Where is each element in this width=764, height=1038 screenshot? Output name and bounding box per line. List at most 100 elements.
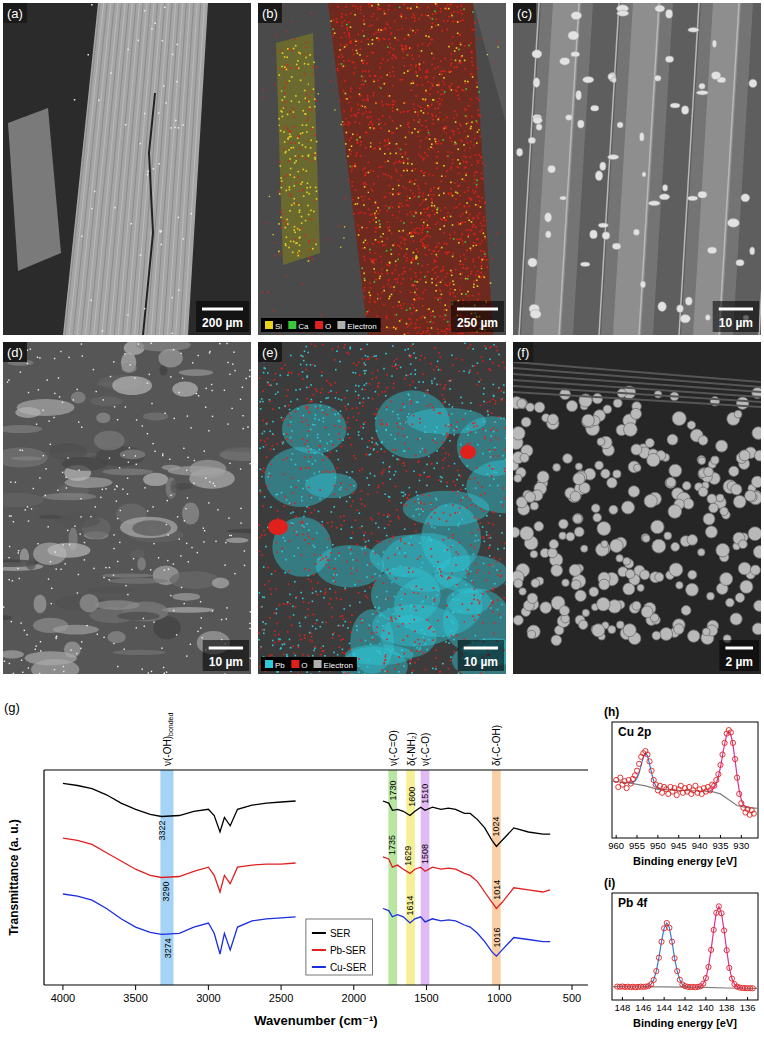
eds-dot bbox=[304, 90, 306, 92]
eds-dot bbox=[439, 302, 440, 303]
eds-dot bbox=[460, 238, 462, 240]
eds-dot bbox=[415, 299, 417, 301]
eds-dot bbox=[333, 19, 335, 21]
eds-dot bbox=[280, 211, 282, 213]
eds-dot bbox=[375, 217, 377, 219]
eds-dot bbox=[434, 267, 436, 269]
eds-dot bbox=[357, 141, 359, 143]
eds-dot bbox=[479, 20, 480, 21]
scale-patch bbox=[451, 301, 504, 332]
eds-dot bbox=[372, 261, 374, 263]
eds-dot bbox=[393, 327, 395, 329]
eds-dot bbox=[410, 211, 412, 213]
eds-dot bbox=[425, 254, 427, 256]
eds-dot bbox=[448, 46, 450, 48]
eds-dot bbox=[410, 189, 412, 191]
eds-dot bbox=[369, 6, 370, 7]
eds-dot bbox=[420, 146, 422, 148]
eds-dot bbox=[343, 60, 345, 62]
eds-dot bbox=[383, 304, 385, 306]
eds-dot bbox=[420, 212, 422, 214]
eds-dot bbox=[312, 74, 313, 75]
eds-dot bbox=[468, 235, 470, 237]
eds-dot bbox=[464, 167, 466, 169]
eds-dot bbox=[377, 315, 379, 317]
eds-dot bbox=[457, 192, 459, 194]
eds-dot bbox=[384, 145, 386, 147]
eds-dot bbox=[154, 23, 156, 25]
eds-dot bbox=[471, 73, 473, 75]
eds-dot bbox=[380, 236, 382, 238]
eds-dot bbox=[428, 195, 429, 196]
eds-dot bbox=[445, 126, 447, 128]
eds-dot bbox=[364, 259, 366, 261]
eds-dot bbox=[450, 188, 452, 190]
eds-dot bbox=[438, 242, 440, 244]
eds-dot bbox=[431, 198, 433, 200]
eds-dot bbox=[473, 217, 475, 219]
eds-dot bbox=[369, 221, 371, 223]
eds-dot bbox=[434, 272, 436, 274]
eds-dot bbox=[436, 246, 438, 248]
eds-dot bbox=[431, 83, 433, 85]
eds-dot bbox=[451, 15, 453, 17]
eds-dot bbox=[299, 245, 301, 247]
eds-dot bbox=[404, 72, 406, 74]
eds-dot bbox=[291, 142, 293, 144]
eds-dot bbox=[427, 45, 429, 47]
eds-dot bbox=[382, 59, 384, 61]
eds-dot bbox=[292, 21, 293, 22]
eds-dot bbox=[431, 104, 433, 106]
eds-dot bbox=[282, 116, 284, 118]
eds-dot bbox=[392, 273, 394, 275]
eds-dot bbox=[435, 247, 437, 249]
eds-dot bbox=[370, 295, 372, 297]
eds-dot bbox=[379, 210, 381, 212]
eds-dot bbox=[399, 79, 401, 81]
eds-dot bbox=[377, 18, 379, 20]
eds-dot bbox=[303, 195, 305, 197]
eds-dot bbox=[479, 136, 481, 138]
eds-dot bbox=[398, 254, 400, 256]
eds-dot bbox=[495, 243, 496, 244]
eds-dot bbox=[294, 226, 296, 228]
eds-dot bbox=[308, 240, 309, 241]
eds-dot bbox=[443, 77, 445, 79]
eds-dot bbox=[465, 241, 467, 243]
eds-dot bbox=[415, 323, 417, 325]
eds-dot bbox=[392, 85, 394, 87]
eds-dot bbox=[369, 214, 371, 216]
eds-dot bbox=[360, 13, 361, 14]
eds-dot bbox=[381, 101, 383, 103]
eds-dot bbox=[305, 113, 307, 115]
eds-dot bbox=[402, 205, 404, 207]
eds-dot bbox=[349, 122, 351, 124]
eds-dot bbox=[295, 39, 297, 41]
eds-dot bbox=[401, 248, 403, 250]
eds-dot bbox=[381, 122, 382, 123]
eds-dot bbox=[127, 49, 128, 51]
eds-dot bbox=[309, 106, 311, 108]
eds-dot bbox=[363, 99, 365, 101]
eds-dot bbox=[373, 148, 375, 150]
eds-dot bbox=[411, 163, 413, 165]
eds-dot bbox=[473, 144, 475, 146]
eds-dot bbox=[138, 40, 140, 42]
eds-dot bbox=[412, 231, 414, 233]
eds-dot bbox=[405, 271, 407, 273]
eds-dot bbox=[431, 113, 433, 115]
eds-dot bbox=[473, 224, 475, 226]
eds-dot bbox=[293, 48, 295, 50]
eds-dot bbox=[420, 140, 422, 142]
eds-dot bbox=[411, 262, 413, 264]
eds-dot bbox=[456, 66, 458, 68]
eds-dot bbox=[402, 230, 404, 232]
eds-dot bbox=[410, 90, 412, 92]
eds-dot bbox=[358, 234, 360, 236]
eds-dot bbox=[402, 28, 404, 30]
eds-dot bbox=[370, 4, 372, 6]
eds-dot bbox=[398, 147, 400, 149]
eds-dot bbox=[390, 176, 392, 178]
eds-dot bbox=[358, 34, 360, 36]
eds-dot bbox=[411, 55, 413, 57]
